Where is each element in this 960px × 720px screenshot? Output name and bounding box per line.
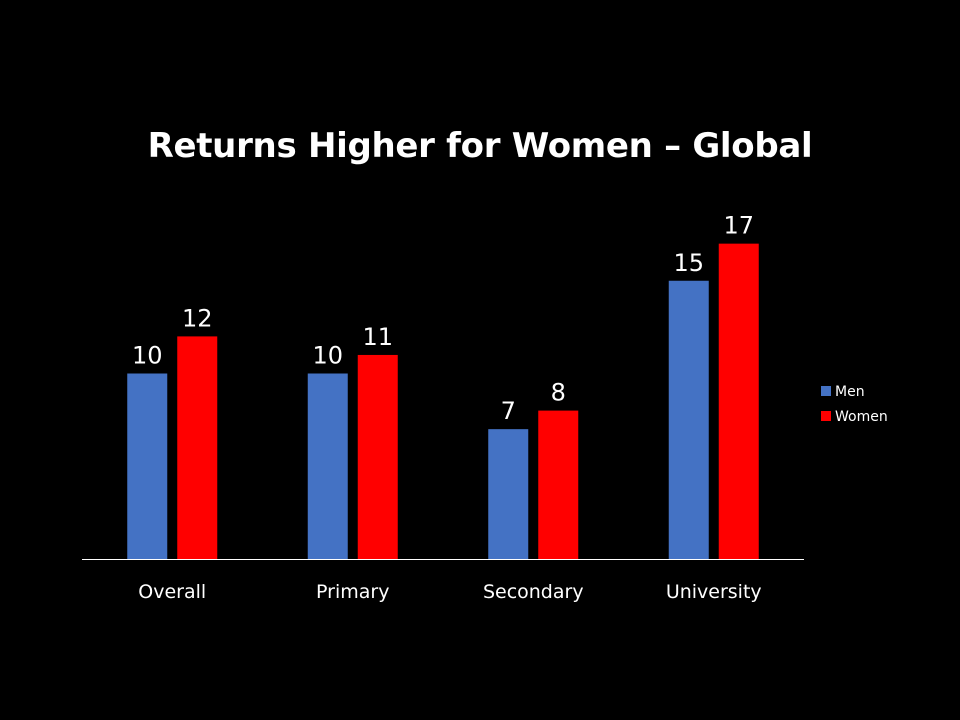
category-label-secondary: Secondary — [483, 581, 584, 603]
bar-women-secondary — [538, 410, 579, 559]
category-labels-group: Overall Primary Secondary University — [138, 581, 761, 603]
legend: Men Women — [821, 384, 888, 425]
bar-women-primary — [357, 354, 398, 559]
legend-label-women: Women — [835, 409, 888, 425]
bar-men-university — [668, 280, 709, 559]
bars-group — [127, 243, 759, 559]
value-label-men-university: 15 — [673, 249, 704, 277]
legend-swatch-men — [821, 386, 831, 396]
value-label-men-secondary: 7 — [501, 397, 516, 425]
legend-label-men: Men — [835, 384, 865, 400]
value-label-men-primary: 10 — [312, 342, 343, 370]
category-label-university: University — [666, 581, 762, 603]
category-label-overall: Overall — [138, 581, 206, 603]
value-label-women-university: 17 — [723, 212, 754, 240]
legend-swatch-women — [821, 411, 831, 421]
bar-men-primary — [307, 373, 348, 559]
value-labels-group: 10 12 10 11 7 8 15 17 — [132, 212, 754, 426]
bar-women-university — [718, 243, 759, 559]
category-label-primary: Primary — [316, 581, 389, 603]
bar-women-overall — [177, 336, 218, 559]
value-label-men-overall: 10 — [132, 342, 163, 370]
bar-men-overall — [127, 373, 168, 559]
value-label-women-overall: 12 — [182, 304, 213, 332]
bar-men-secondary — [488, 429, 529, 559]
value-label-women-primary: 11 — [362, 323, 393, 351]
chart-title: Returns Higher for Women – Global — [147, 126, 813, 166]
value-label-women-secondary: 8 — [551, 379, 566, 407]
